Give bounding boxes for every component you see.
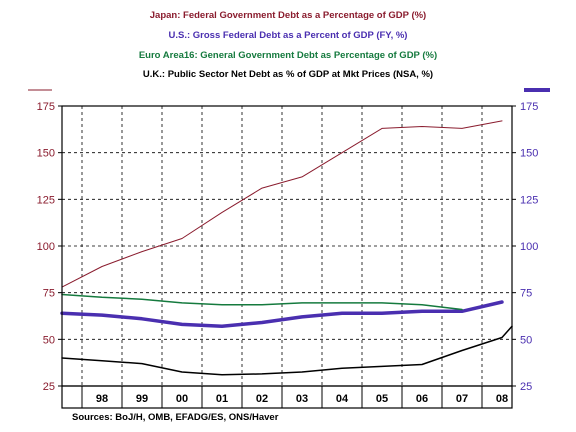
legend-us: U.S.: Gross Federal Debt as a Percent of… [168,30,408,41]
x-tick-label: 00 [176,393,188,405]
series-line-u-s- [60,300,504,329]
legend-japan: Japan: Federal Government Debt as a Perc… [149,10,427,21]
x-tick-label: 03 [296,393,308,405]
series-line-u-k- [61,325,513,376]
x-axis-box [61,385,513,409]
y-tick-label-right: 25 [520,381,532,393]
y-tick-label-left: 150 [37,148,55,160]
x-tick-label: 05 [376,393,388,405]
x-tick-label: 01 [216,393,228,405]
x-tick-label: 06 [416,393,428,405]
y-tick-label-left: 175 [37,101,55,113]
y-tick-label-left: 125 [37,194,55,206]
legend-euro: Euro Area16: General Government Debt as … [138,50,438,61]
y-tick-label-left: 50 [43,334,55,346]
series-line-euro-area16 [61,293,463,311]
source-note: Sources: BoJ/H, OMB, EFADG/ES, ONS/Haver [72,412,279,423]
x-tick-label: 99 [136,393,148,405]
x-tick-label: 07 [456,393,468,405]
legend-uk: U.K.: Public Sector Net Debt as % of GDP… [142,69,434,80]
x-tick-label: 02 [256,393,268,405]
series-line-japan [61,120,503,288]
y-tick-label-right: 100 [520,241,538,253]
y-tick-label-right: 50 [520,334,532,346]
y-tick-label-right: 75 [520,288,532,300]
x-tick-label: 98 [96,393,108,405]
y-tick-label-right: 125 [520,194,538,206]
y-tick-label-right: 175 [520,101,538,113]
y-tick-label-left: 100 [37,241,55,253]
y-tick-label-left: 75 [43,288,55,300]
x-tick-label: 08 [496,393,508,405]
y-tick-label-right: 150 [520,148,538,160]
y-tick-label-left: 25 [43,381,55,393]
x-tick-label: 04 [336,393,349,405]
